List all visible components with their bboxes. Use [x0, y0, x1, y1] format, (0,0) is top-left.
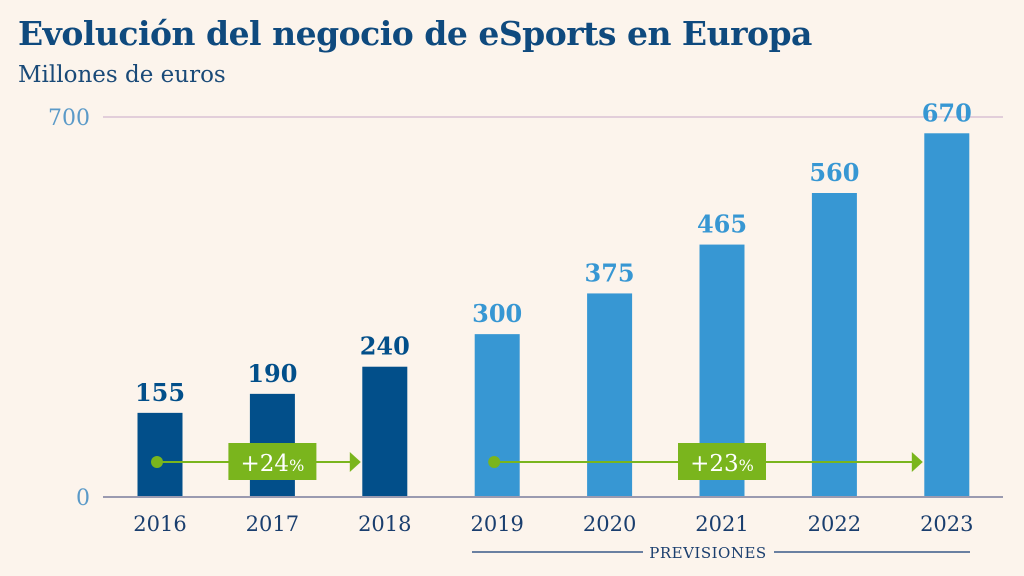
x-tick-label: 2022 [808, 512, 861, 536]
growth-start-dot [488, 456, 501, 468]
x-tick-label: 2017 [246, 512, 299, 536]
chart-title: Evolución del negocio de eSports en Euro… [18, 14, 812, 53]
data-label: 375 [585, 258, 635, 287]
x-tick-label: 2016 [133, 512, 186, 536]
data-label: 190 [247, 359, 297, 388]
data-label: 670 [922, 98, 972, 127]
growth-start-dot [151, 456, 163, 468]
growth-arrow-head [349, 452, 361, 472]
bar-2022 [811, 193, 857, 497]
growth-arrow-head [911, 452, 923, 472]
growth-badge [678, 443, 766, 480]
data-label: 300 [472, 299, 522, 328]
data-label: 560 [809, 158, 859, 187]
x-tick-label: 2023 [920, 512, 973, 536]
bar-2023 [924, 133, 970, 498]
y-tick-label: 0 [76, 486, 90, 511]
data-label: 465 [697, 210, 747, 239]
growth-badge-label: +24% [241, 451, 305, 477]
chart-subtitle: Millones de euros [18, 62, 226, 88]
data-label: 155 [135, 378, 185, 407]
x-tick-label: 2021 [695, 512, 748, 536]
y-tick-label: 700 [48, 106, 90, 131]
growth-badge [228, 443, 317, 480]
forecast-label: PREVISIONES [649, 544, 766, 562]
bar-2018 [362, 366, 408, 497]
x-tick-label: 2020 [583, 512, 636, 536]
x-tick-label: 2019 [470, 512, 523, 536]
data-label: 240 [360, 332, 410, 361]
bar-2020 [587, 293, 633, 497]
bar-2019 [474, 334, 520, 497]
growth-badge-label: +23% [690, 451, 754, 477]
x-tick-label: 2018 [358, 512, 411, 536]
bar-2016 [137, 412, 183, 497]
